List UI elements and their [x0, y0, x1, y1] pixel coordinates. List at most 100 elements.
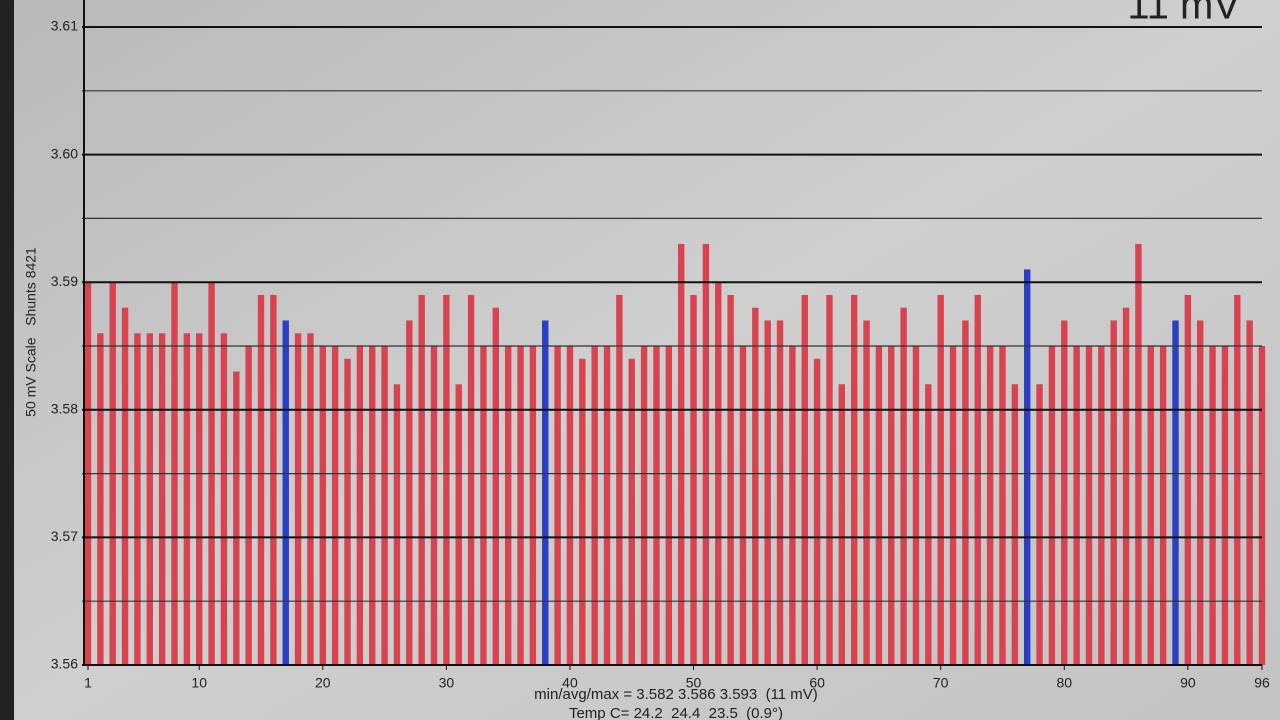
- bar: [653, 346, 660, 665]
- bar: [1061, 320, 1068, 665]
- bar: [628, 358, 635, 665]
- bar: [319, 346, 326, 665]
- bar: [1147, 346, 1154, 665]
- bar: [344, 358, 351, 665]
- bar: [677, 243, 685, 666]
- bar: [1184, 294, 1192, 665]
- x-tick-label: 70: [933, 675, 949, 691]
- bar: [418, 294, 425, 665]
- bar: [665, 346, 673, 665]
- bar: [480, 346, 487, 665]
- bar: [603, 346, 611, 665]
- bar: [158, 333, 166, 665]
- x-tick-label: 90: [1180, 675, 1196, 691]
- bar: [307, 333, 314, 665]
- annotation: min/avg/max = 3.582 3.586 3.593 (11 mV): [534, 686, 818, 703]
- bar: [838, 384, 846, 665]
- bar: [863, 320, 870, 665]
- bar: [739, 346, 747, 665]
- bar: [233, 371, 240, 665]
- x-tick-label: 96: [1254, 675, 1270, 691]
- bar: [517, 346, 524, 665]
- bar: [1036, 384, 1043, 665]
- x-tick-label: 80: [1056, 675, 1072, 691]
- bar: [1209, 346, 1216, 665]
- bar: [579, 358, 586, 665]
- y-tick-label: 3.61: [51, 18, 78, 34]
- bar: [826, 294, 833, 665]
- bar: [888, 346, 895, 665]
- x-tick-label: 1: [84, 675, 92, 691]
- bar: [121, 307, 129, 665]
- bar: [813, 358, 821, 665]
- bar: [492, 307, 500, 665]
- bar: [1024, 269, 1031, 665]
- bar: [430, 346, 438, 665]
- bar: [1122, 307, 1130, 665]
- bar: [146, 333, 153, 665]
- x-tick-label: 50: [686, 675, 702, 691]
- bar: [974, 294, 981, 665]
- bar: [1197, 320, 1204, 665]
- bar: [467, 294, 475, 665]
- x-tick-label: 40: [562, 675, 578, 691]
- bar: [455, 384, 462, 665]
- bar: [616, 294, 623, 665]
- bar: [1011, 384, 1019, 665]
- bar: [406, 320, 413, 665]
- bar: [949, 346, 957, 665]
- bar: [1048, 346, 1056, 665]
- bar: [183, 333, 191, 665]
- bar: [542, 320, 549, 665]
- bar: [369, 346, 376, 665]
- bar: [900, 307, 907, 665]
- x-tick-label: 20: [315, 675, 331, 691]
- bar: [245, 346, 252, 665]
- x-tick-label: 10: [191, 675, 207, 691]
- bar: [97, 333, 104, 665]
- y-tick-label: 3.59: [51, 273, 78, 289]
- bar: [727, 294, 734, 665]
- bar: [850, 294, 858, 665]
- bar: [1159, 346, 1167, 665]
- bar: [220, 333, 228, 665]
- bar: [270, 294, 277, 665]
- bar: [1258, 346, 1266, 665]
- bar: [801, 294, 808, 665]
- bar: [443, 294, 450, 665]
- bar: [999, 346, 1006, 665]
- bar: [504, 346, 512, 665]
- bar: [702, 243, 710, 666]
- y-tick-label: 3.56: [51, 656, 78, 672]
- y-axis-label: 50 mV Scale Shunts 8421: [23, 247, 39, 417]
- y-tick-label: 3.58: [51, 401, 78, 417]
- x-tick-label: 60: [809, 675, 825, 691]
- corner-label: 11 mV: [1127, 0, 1240, 28]
- y-tick-label: 3.60: [51, 145, 78, 161]
- x-tick-label: 30: [439, 675, 455, 691]
- bar: [282, 320, 289, 665]
- bar: [1234, 294, 1241, 665]
- bar: [529, 346, 537, 665]
- bar: [1246, 320, 1253, 665]
- bar: [912, 346, 920, 665]
- bar: [134, 333, 141, 665]
- bar: [1073, 346, 1080, 665]
- bar: [1085, 346, 1093, 665]
- bar: [925, 384, 932, 665]
- bar: [554, 346, 561, 665]
- bar: [1110, 320, 1117, 665]
- bar: [1098, 346, 1105, 665]
- bar: [393, 384, 401, 665]
- bar: [1221, 346, 1229, 665]
- bar: [591, 346, 598, 665]
- annotation: Temp C= 24.2 24.4 23.5 (0.9°): [569, 705, 783, 720]
- bar: [1135, 243, 1142, 666]
- bar: [381, 346, 388, 665]
- bar: [776, 320, 784, 665]
- bar: [690, 294, 697, 665]
- bar: [331, 346, 339, 665]
- bar: [640, 346, 648, 665]
